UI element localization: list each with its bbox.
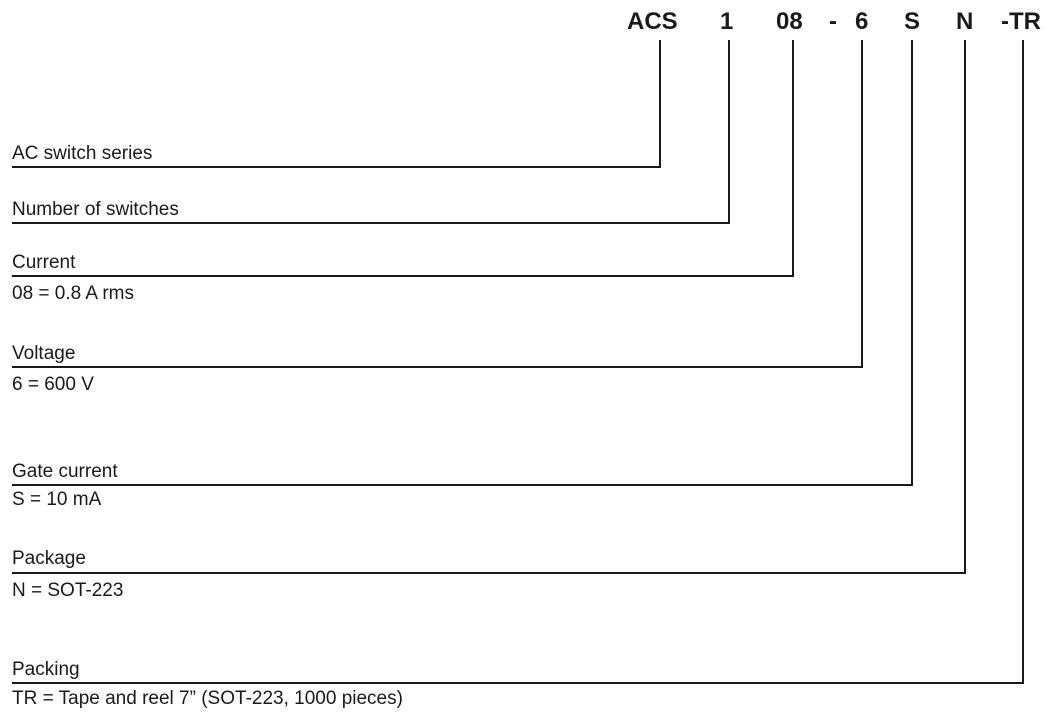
code-part-packing: -TR <box>1001 8 1041 35</box>
field-label-gate-current: Gate current <box>12 461 118 482</box>
field-label-switches: Number of switches <box>12 199 179 220</box>
code-part-separator: - <box>829 8 837 35</box>
field-description-voltage: 6 = 600 V <box>12 374 94 395</box>
field-description-package: N = SOT-223 <box>12 580 124 601</box>
code-part-switches: 1 <box>720 8 734 35</box>
field-label-series: AC switch series <box>12 143 153 164</box>
field-label-package: Package <box>12 548 86 569</box>
field-label-voltage: Voltage <box>12 343 76 364</box>
code-part-gate: S <box>904 8 921 35</box>
code-part-current: 08 <box>776 8 803 35</box>
code-part-voltage: 6 <box>855 8 869 35</box>
field-label-current: Current <box>12 252 76 273</box>
field-description-current: 08 = 0.8 A rms <box>12 283 134 304</box>
field-label-packing: Packing <box>12 659 80 680</box>
code-part-package: N <box>956 8 974 35</box>
code-part-series: ACS <box>627 8 678 35</box>
field-description-gate-current: S = 10 mA <box>12 489 102 510</box>
field-description-packing: TR = Tape and reel 7” (SOT-223, 1000 pie… <box>12 688 403 709</box>
